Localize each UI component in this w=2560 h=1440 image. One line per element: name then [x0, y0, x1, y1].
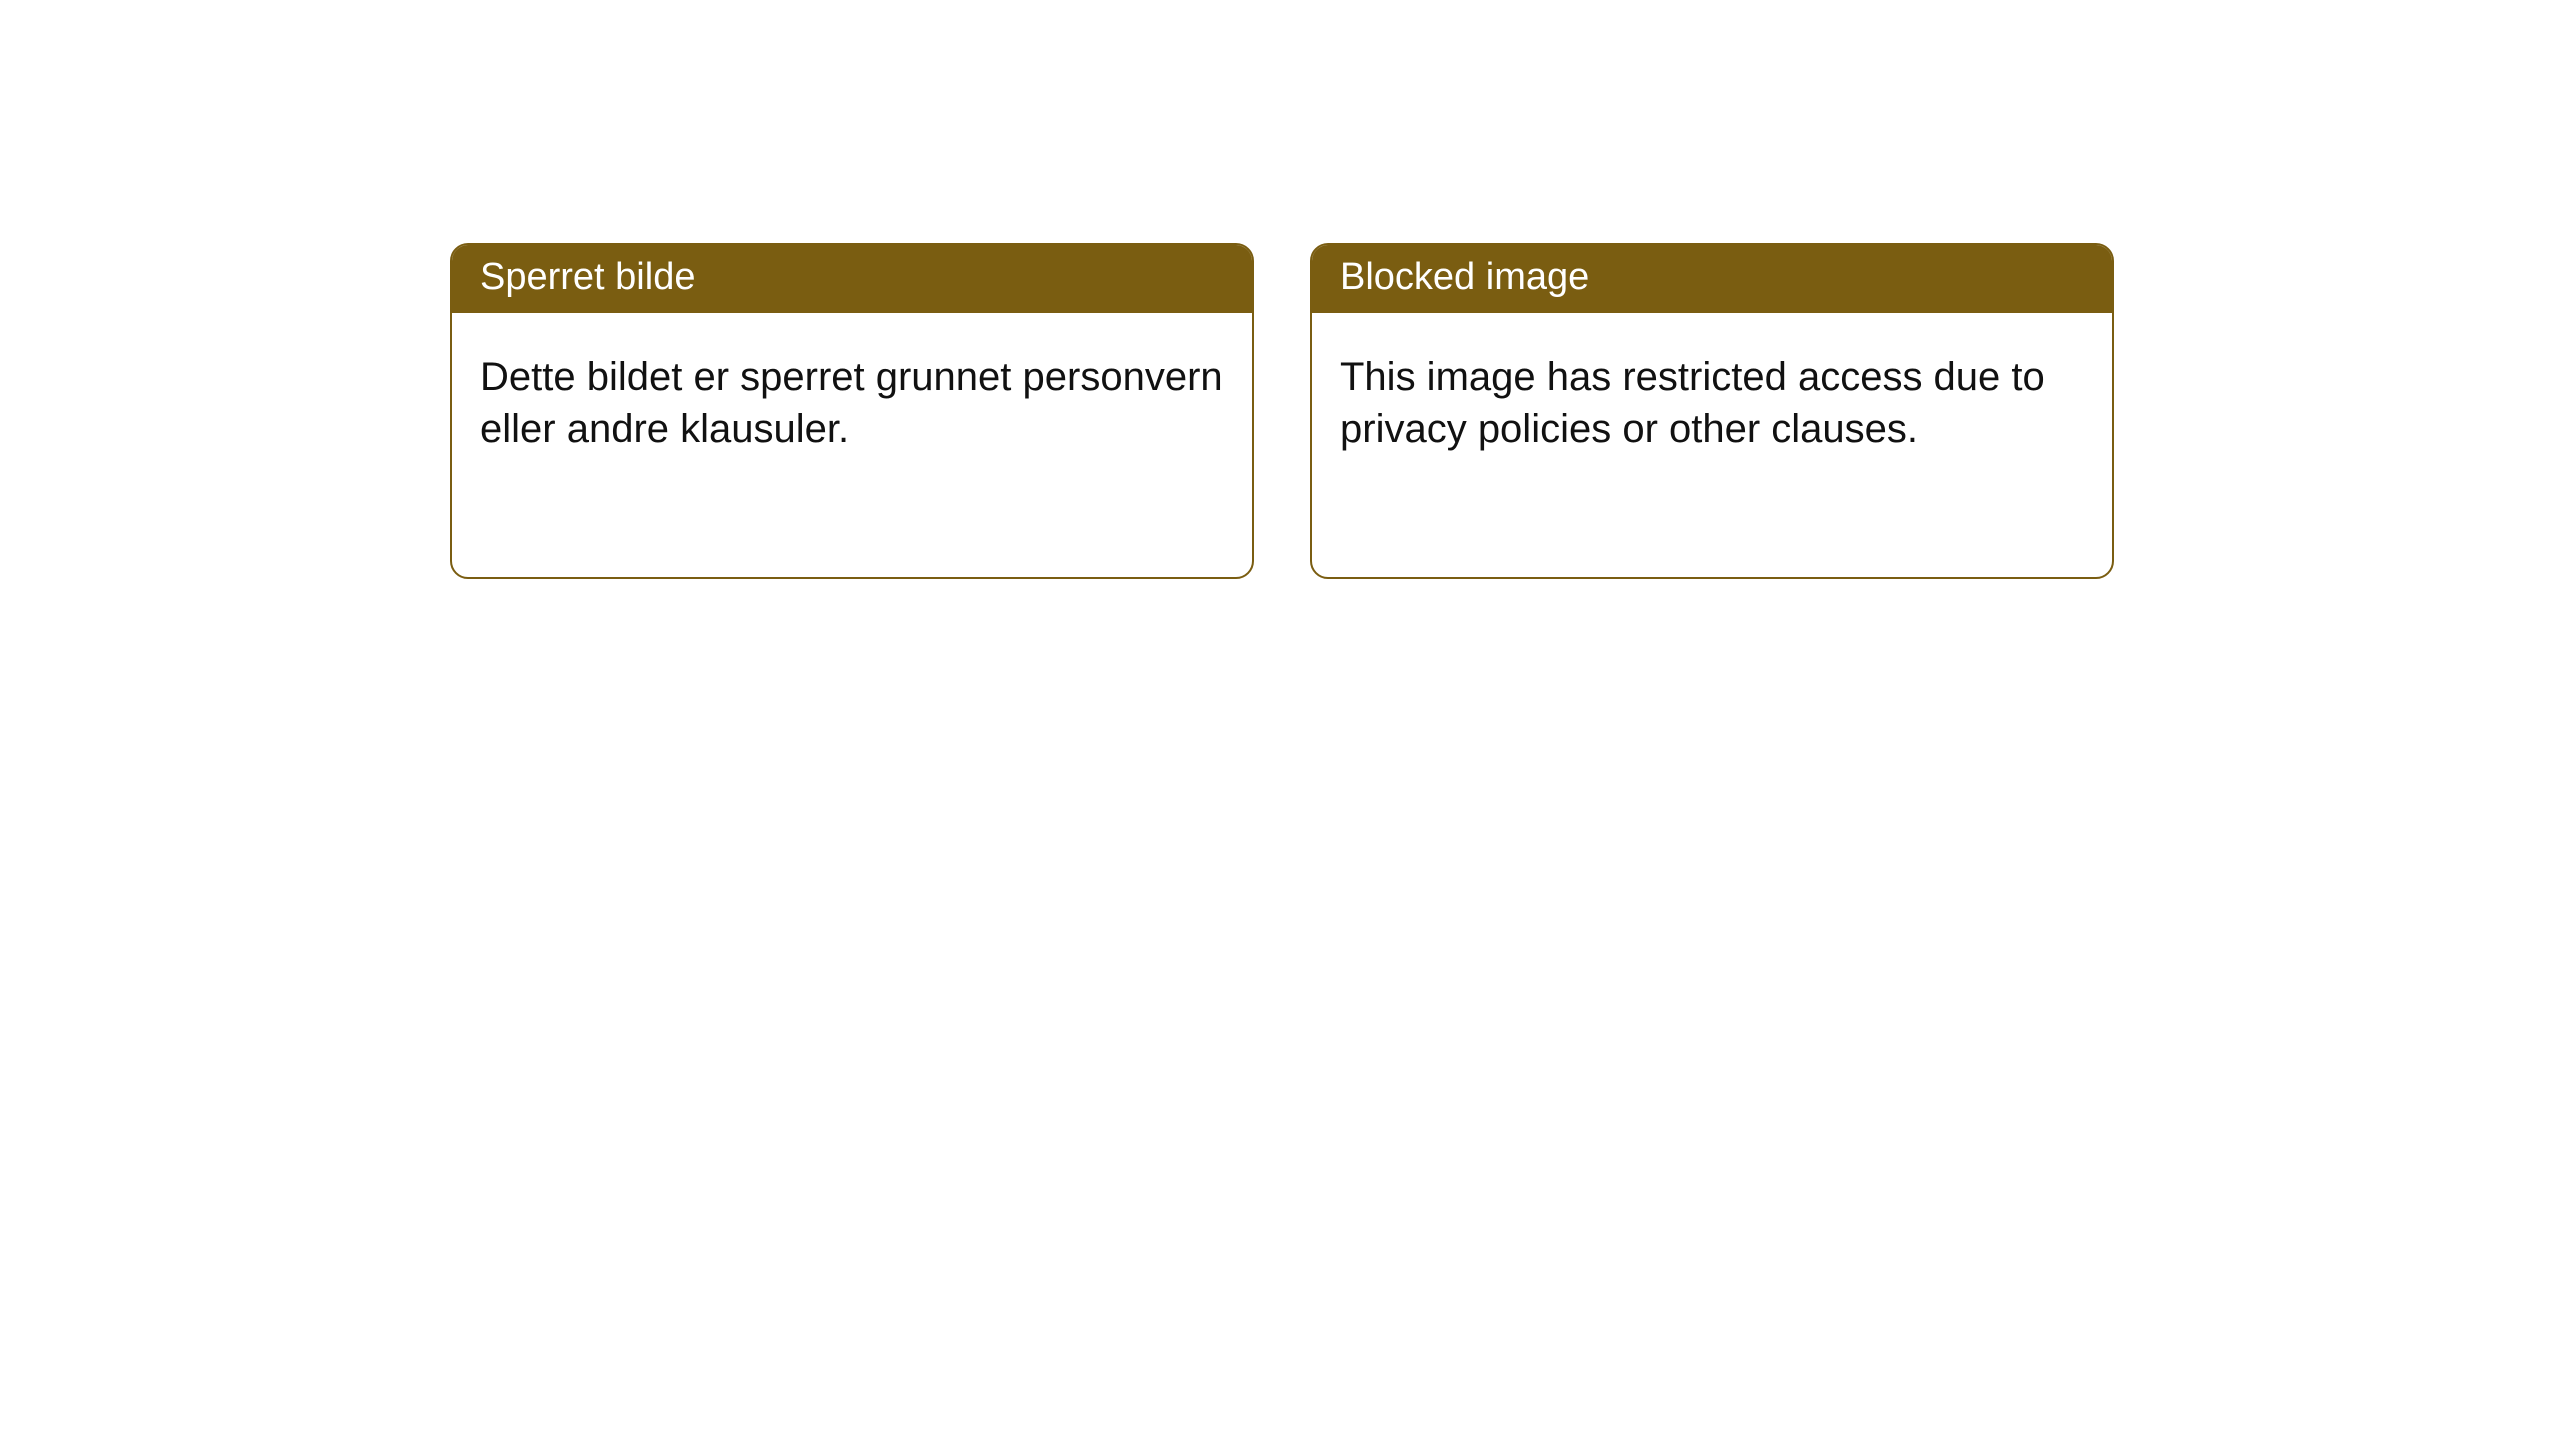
notice-body: This image has restricted access due to …	[1312, 313, 2112, 493]
notice-card-english: Blocked image This image has restricted …	[1310, 243, 2114, 579]
notice-header: Blocked image	[1312, 245, 2112, 313]
notice-body: Dette bildet er sperret grunnet personve…	[452, 313, 1252, 493]
notice-card-norwegian: Sperret bilde Dette bildet er sperret gr…	[450, 243, 1254, 579]
notice-header: Sperret bilde	[452, 245, 1252, 313]
notice-container: Sperret bilde Dette bildet er sperret gr…	[0, 0, 2560, 579]
